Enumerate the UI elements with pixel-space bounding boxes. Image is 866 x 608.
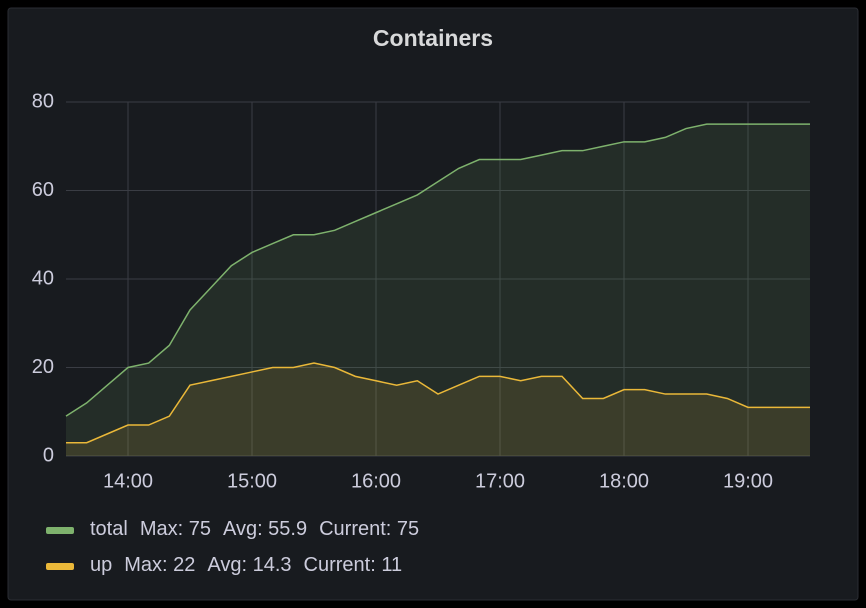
y-tick-label: 60 (32, 179, 54, 201)
legend-stat: Max: 75 (140, 518, 211, 540)
legend-entry: total Max: 75 Avg: 55.9 Current: 75 (90, 518, 419, 540)
panel-frame (7, 7, 859, 601)
legend-stat: Current: 75 (319, 518, 419, 540)
legend-stat: Max: 22 (124, 554, 195, 576)
legend-name: total (90, 518, 128, 540)
legend-swatch (46, 527, 74, 534)
series-line (66, 362, 810, 444)
legend-stat: Current: 11 (304, 554, 403, 576)
legend-swatch (46, 563, 74, 570)
series-line (65, 123, 810, 417)
series-area (66, 124, 810, 456)
y-tick-label: 20 (32, 356, 54, 378)
x-tick-label: 19:00 (723, 470, 773, 492)
x-tick-label: 18:00 (599, 470, 649, 492)
legend-name: up (90, 554, 112, 576)
x-tick-label: 16:00 (351, 470, 401, 492)
series-area (66, 363, 810, 456)
y-tick-label: 0 (43, 444, 54, 466)
legend-stat: Avg: 55.9 (223, 518, 307, 540)
y-tick-label: 80 (32, 90, 54, 112)
y-tick-label: 40 (32, 267, 54, 289)
legend-entry: up Max: 22 Avg: 14.3 Current: 11 (90, 554, 402, 576)
x-tick-label: 15:00 (227, 470, 277, 492)
panel-title: Containers (373, 25, 493, 51)
x-tick-label: 14:00 (103, 470, 153, 492)
x-tick-label: 17:00 (475, 470, 525, 492)
legend-stat: Avg: 14.3 (207, 554, 291, 576)
